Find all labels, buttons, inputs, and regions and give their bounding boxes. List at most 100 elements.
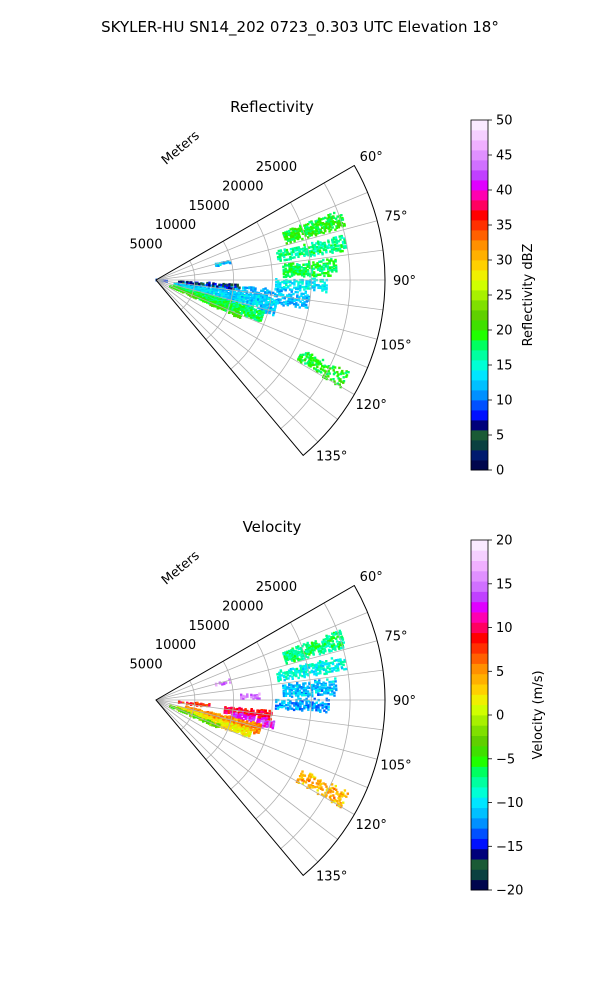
echo-cell: [311, 230, 315, 234]
echo-cell: [334, 631, 338, 634]
echo-cell: [304, 668, 307, 671]
echo-cell: [309, 356, 313, 359]
echo-cell: [314, 232, 317, 236]
echo-cell: [234, 312, 237, 315]
echo-cell: [282, 692, 286, 696]
echo-cell: [291, 256, 294, 259]
echo-cell: [333, 631, 336, 635]
colorbar-swatch: [471, 828, 488, 839]
echo-cell: [296, 685, 299, 688]
echo-cell: [242, 697, 245, 700]
echo-cell: [331, 661, 334, 664]
echo-cell: [311, 253, 314, 256]
echo-cell: [334, 265, 338, 269]
echo-cell: [331, 646, 334, 649]
colorbar-swatch: [471, 120, 488, 131]
echo-cell: [321, 289, 324, 292]
echo-cell: [312, 267, 316, 270]
colorbar-swatch: [471, 787, 488, 798]
echo-cell: [314, 368, 318, 371]
echo-cell: [296, 303, 300, 306]
echo-cell: [245, 315, 249, 319]
echo-cell: [292, 685, 295, 689]
echo-cell: [229, 261, 232, 265]
echo-cell: [297, 697, 300, 701]
echo-cell: [257, 723, 260, 727]
echo-cell: [230, 284, 233, 287]
echo-cell: [303, 285, 306, 289]
echo-cell: [314, 684, 317, 688]
echo-cell: [296, 270, 300, 274]
azimuth-gridline: [155, 699, 319, 863]
echo-cell: [212, 282, 215, 286]
azimuth-gridline: [155, 699, 368, 788]
echo-cell: [324, 638, 327, 641]
echo-cell: [342, 372, 345, 375]
echo-cell: [321, 222, 324, 225]
echo-cell: [229, 307, 232, 310]
echo-cell: [323, 288, 326, 291]
echo-cell: [303, 652, 306, 655]
echo-cell: [304, 682, 307, 685]
echo-cell: [244, 709, 247, 712]
echo-cell: [293, 247, 296, 250]
azimuth-gridline: [155, 279, 368, 368]
echo-cell: [218, 682, 222, 685]
echo-cell: [336, 244, 339, 248]
echo-cell: [310, 233, 313, 237]
echo-cell: [302, 654, 305, 658]
echo-cell: [303, 780, 306, 783]
echo-cell: [322, 247, 325, 250]
echo-cell: [299, 300, 302, 303]
echo-cell: [239, 730, 242, 733]
echo-cell: [286, 274, 290, 277]
echo-cell: [302, 272, 306, 276]
echo-cell: [323, 640, 326, 643]
echo-cell: [320, 371, 323, 374]
echo-cell: [319, 221, 322, 224]
echo-cell: [326, 258, 329, 261]
echo-cell: [301, 282, 304, 285]
echo-cell: [318, 218, 321, 222]
echo-cell: [327, 708, 330, 711]
echo-cell: [301, 702, 304, 705]
echo-cell: [270, 303, 273, 307]
echo-cell: [191, 293, 195, 296]
echo-cell: [327, 227, 330, 230]
echo-cell: [241, 289, 245, 293]
echo-cell: [224, 681, 228, 685]
echo-cell: [340, 667, 344, 670]
echo-cell: [267, 725, 271, 728]
echo-cell: [343, 794, 346, 797]
colorbar-swatch: [471, 260, 488, 271]
echo-cell: [330, 216, 333, 219]
echo-cell: [291, 675, 294, 678]
echo-cell: [247, 295, 250, 299]
azimuth-tick-label: 75°: [384, 630, 407, 645]
echo-cell: [319, 647, 322, 650]
echo-cell: [320, 684, 323, 687]
echo-cell: [264, 291, 267, 295]
echo-cell: [248, 315, 251, 318]
echo-cell: [338, 222, 342, 225]
echo-cell: [283, 301, 286, 304]
echo-cell: [325, 703, 328, 706]
echo-cell: [247, 730, 250, 734]
echo-cell: [242, 300, 245, 303]
echo-cell: [318, 644, 321, 647]
echo-cell: [255, 294, 258, 298]
echo-cell: [318, 652, 322, 656]
echo-cell: [324, 686, 328, 689]
echo-cell: [273, 308, 276, 311]
echo-cell: [307, 700, 310, 703]
colorbar-swatch: [471, 540, 488, 551]
echo-cell: [301, 674, 304, 678]
echo-cell: [335, 249, 338, 252]
echo-cell: [254, 712, 257, 715]
echo-cell: [277, 284, 280, 288]
echo-cell: [312, 775, 315, 779]
echo-cell: [313, 277, 316, 281]
echo-cell: [322, 782, 325, 785]
